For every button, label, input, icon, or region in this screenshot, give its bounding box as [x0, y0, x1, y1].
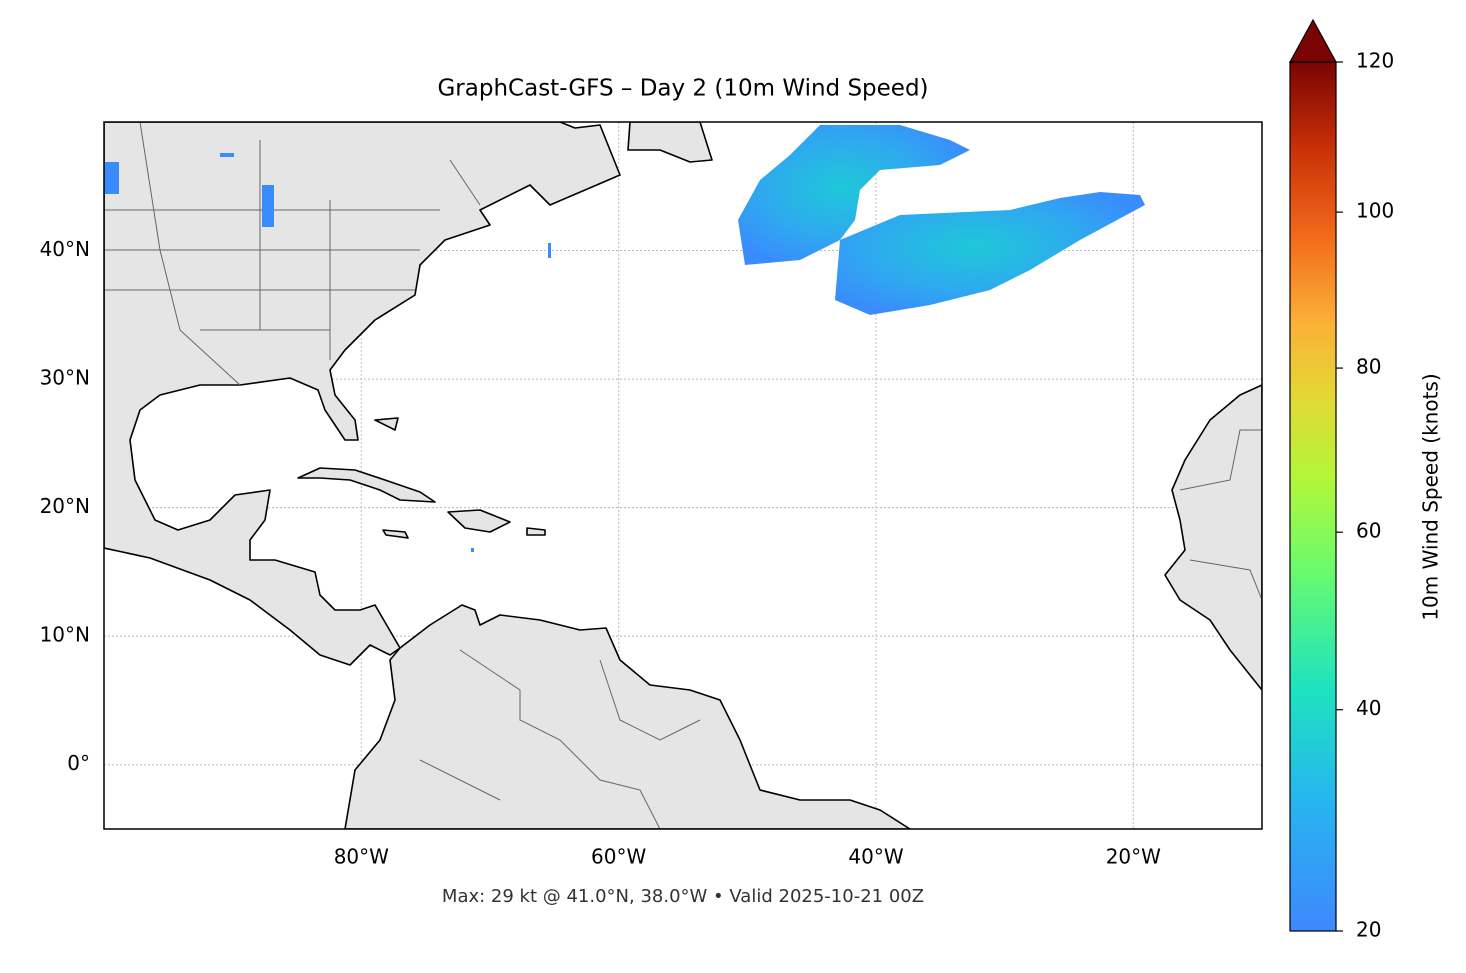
cuba: [297, 467, 436, 503]
colorbar-tick-label: 120: [1356, 49, 1394, 73]
south-america: [344, 604, 911, 829]
map-frame: [103, 121, 1263, 830]
colorbar-fill: [1290, 62, 1336, 931]
footer-note: Max: 29 kt @ 41.0°N, 38.0°W • Valid 2025…: [442, 886, 924, 907]
lon-tick-label: 20°W: [1106, 845, 1161, 869]
lon-tick-label: 60°W: [591, 845, 646, 869]
colorbar-tick-label: 20: [1356, 918, 1381, 942]
africa: [1164, 384, 1262, 691]
colorbar-tick-label: 80: [1356, 355, 1381, 379]
lat-tick-label: 0°: [67, 751, 90, 775]
map-title: GraphCast-GFS – Day 2 (10m Wind Speed): [437, 76, 928, 102]
lat-tick-label: 10°N: [40, 623, 90, 647]
wind-area: [738, 125, 970, 265]
north-america: [104, 122, 621, 666]
colorbar-extend: [1288, 18, 1338, 63]
colorbar-tick-label: 100: [1356, 199, 1394, 223]
lat-tick-label: 40°N: [40, 237, 90, 261]
colorbar-frame: [1289, 61, 1337, 932]
colorbar: [1288, 18, 1338, 932]
lat-tick-label: 20°N: [40, 494, 90, 518]
wind-area: [835, 192, 1145, 315]
puerto-rico: [526, 527, 546, 536]
newfoundland: [627, 122, 713, 163]
colorbar-tick-label: 40: [1356, 696, 1381, 720]
lon-tick-label: 40°W: [848, 845, 903, 869]
map-area: [104, 122, 1262, 829]
colorbar-label: 10m Wind Speed (knots): [1419, 373, 1443, 620]
lat-tick-label: 30°N: [40, 366, 90, 390]
jamaica: [382, 529, 409, 539]
colorbar-tick-label: 60: [1356, 519, 1381, 543]
wind-patches: [104, 153, 551, 552]
lon-tick-label: 80°W: [334, 845, 389, 869]
bahamas: [374, 417, 399, 431]
hispaniola: [447, 509, 511, 533]
